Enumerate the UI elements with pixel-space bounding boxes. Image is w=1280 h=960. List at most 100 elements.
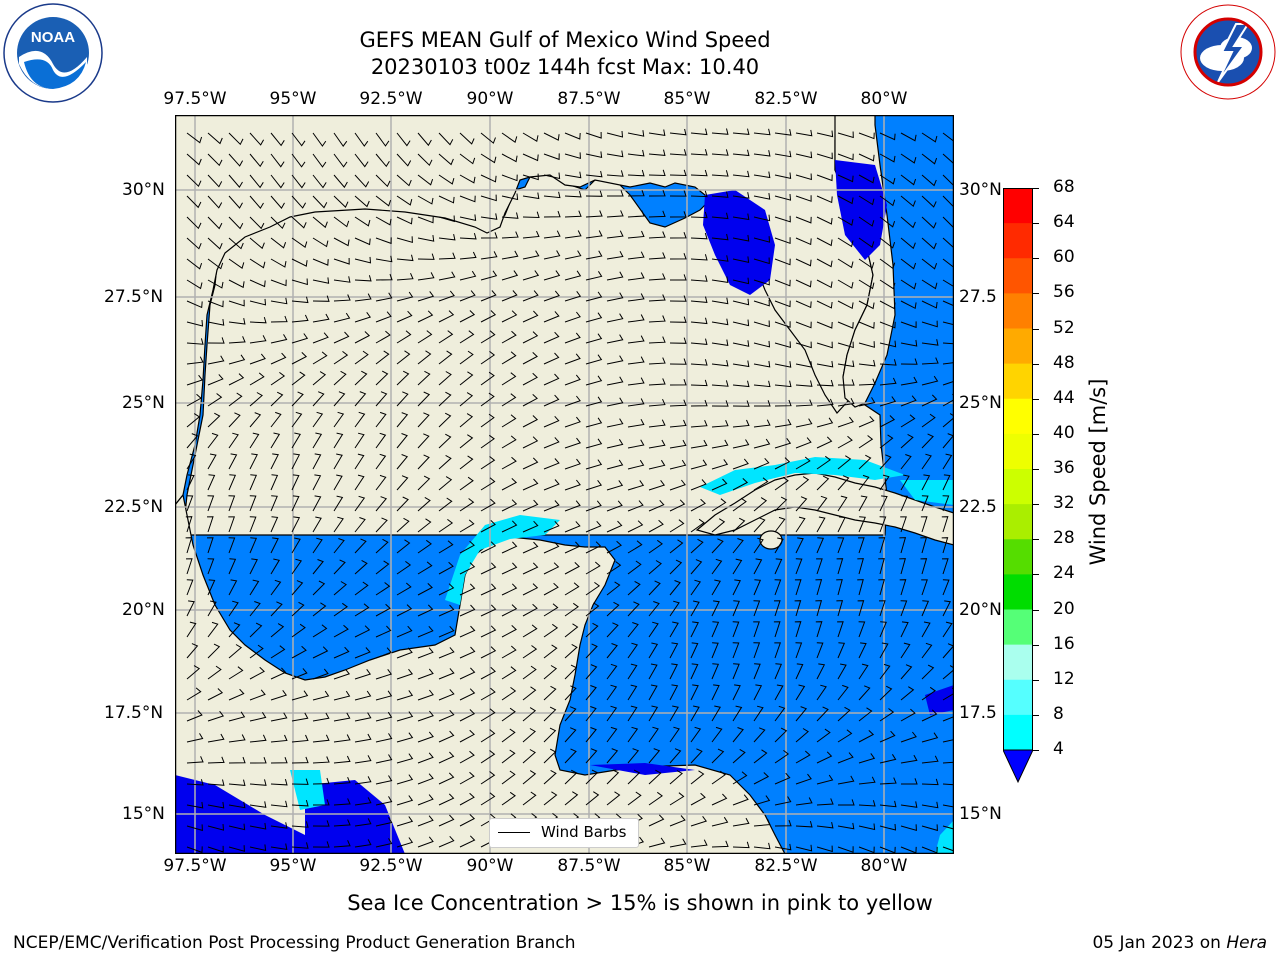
wind-barb	[690, 770, 705, 785]
wind-barb	[438, 772, 455, 785]
wind-barb	[711, 128, 729, 135]
wind-barb	[333, 624, 349, 638]
wind-barb	[186, 338, 204, 345]
wind-barb	[438, 647, 455, 659]
lon-label-top: 95°W	[269, 89, 317, 109]
wind-barb	[858, 776, 876, 785]
wind-barb	[648, 252, 666, 260]
wind-barb	[774, 418, 792, 428]
wind-barb	[816, 436, 833, 449]
wind-barb	[837, 131, 854, 139]
wind-barb	[690, 232, 708, 240]
wind-barb	[396, 668, 414, 680]
wind-barb	[711, 212, 729, 220]
wind-barb	[396, 236, 413, 243]
wind-barb	[858, 707, 873, 722]
wind-barb	[375, 517, 388, 533]
wind-barb	[942, 216, 954, 229]
lat-label-right: 15°N	[959, 804, 1002, 824]
wind-barb	[774, 796, 792, 806]
wind-barb	[291, 756, 309, 764]
wind-barb	[606, 459, 624, 470]
wind-barb	[774, 194, 792, 201]
wind-barb	[942, 710, 954, 722]
wind-barb	[312, 258, 329, 266]
wind-barb	[753, 497, 768, 512]
wind-barb	[773, 621, 781, 638]
wind-barb	[207, 688, 224, 701]
wind-barb	[711, 726, 723, 743]
wind-barb	[375, 711, 393, 722]
wind-barb	[249, 801, 267, 808]
wind-barb	[627, 642, 639, 659]
wind-barb	[732, 360, 750, 368]
wind-barb	[291, 474, 300, 491]
wind-barb	[438, 132, 454, 146]
wind-barb	[270, 645, 286, 659]
wind-barb	[270, 734, 288, 743]
wind-barb	[354, 581, 369, 596]
wind-barb	[816, 774, 834, 785]
wind-barb	[207, 174, 223, 188]
wind-barb	[228, 174, 243, 188]
wind-barb	[774, 237, 791, 245]
wind-barb	[186, 300, 203, 309]
wind-barb	[417, 647, 434, 659]
wind-barb	[228, 392, 243, 407]
wind-barb	[585, 230, 603, 239]
wind-barb	[375, 669, 393, 680]
wind-barb	[354, 839, 372, 848]
wind-barb	[417, 496, 431, 512]
colorbar-segment	[1003, 433, 1033, 470]
wind-barb	[312, 668, 329, 680]
wind-barb	[564, 210, 582, 218]
wind-barb	[690, 439, 708, 449]
wind-barb	[459, 214, 477, 222]
wind-barb	[774, 476, 789, 491]
wind-barb	[207, 600, 217, 617]
wind-barb	[648, 705, 659, 722]
wind-barb	[186, 756, 204, 764]
wind-barb	[333, 777, 351, 785]
wind-barb	[732, 684, 741, 701]
wind-barb	[879, 474, 890, 491]
wind-barb	[900, 358, 918, 365]
wind-barb	[333, 538, 345, 554]
wind-barb	[795, 151, 813, 159]
wind-barb	[438, 814, 455, 827]
wind-barb	[207, 801, 225, 809]
wind-barb	[669, 190, 687, 197]
wind-barb	[354, 625, 371, 638]
wind-barb	[732, 439, 750, 449]
wind-barb	[249, 258, 266, 269]
wind-barb	[375, 796, 393, 806]
fast-wind-zone	[900, 480, 954, 505]
wind-barb	[480, 520, 496, 533]
wind-barb	[795, 129, 813, 137]
wind-barb	[270, 778, 288, 786]
wind-barb	[186, 579, 194, 596]
wind-barb	[396, 391, 409, 407]
colorbar-tick	[1033, 469, 1039, 470]
wind-barb	[438, 709, 455, 722]
wind-barb	[879, 777, 897, 785]
lat-label-right: 30°N	[959, 180, 1002, 200]
legend-line-icon	[498, 832, 530, 833]
wind-barb	[543, 394, 560, 407]
wind-barb	[459, 413, 474, 428]
wind-barb	[942, 495, 950, 512]
wind-barb	[375, 255, 393, 263]
wind-barb	[459, 814, 476, 827]
wind-barb	[921, 474, 931, 491]
wind-barb	[543, 290, 560, 302]
wind-barb	[753, 517, 766, 533]
wind-barb	[879, 495, 888, 512]
wind-barb	[543, 172, 561, 180]
wind-barb	[480, 330, 496, 344]
wind-barb	[354, 174, 370, 188]
wind-barb	[228, 216, 244, 230]
wind-barb	[459, 604, 476, 617]
lat-label-left: 20°N	[122, 600, 165, 620]
wind-barb	[228, 373, 245, 386]
wind-barb	[921, 279, 938, 290]
